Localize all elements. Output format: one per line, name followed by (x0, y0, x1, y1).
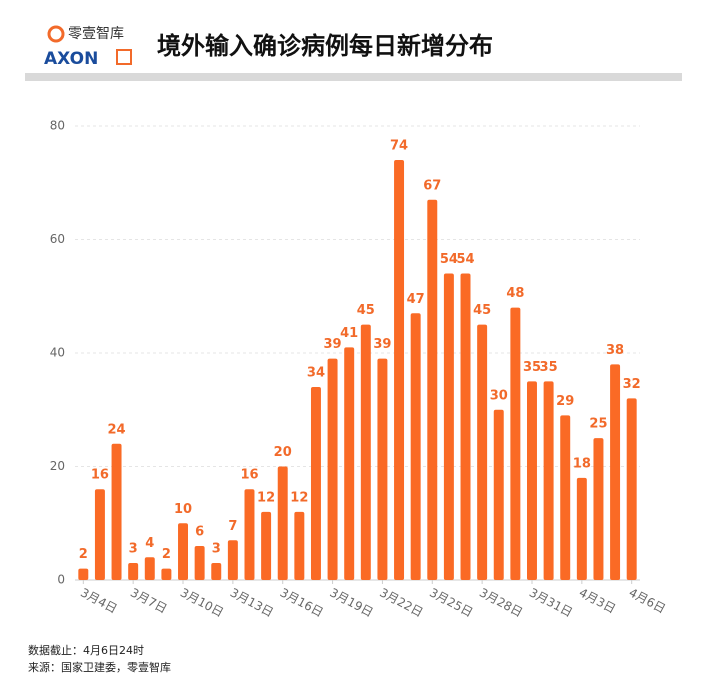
value-label: 7 (228, 519, 237, 534)
value-label: 10 (174, 502, 192, 517)
value-label: 18 (573, 456, 591, 471)
bar (144, 557, 155, 580)
footer-source: 来源：国家卫建委，零壹智库 (28, 660, 171, 674)
bar (560, 415, 571, 580)
bar (294, 511, 305, 580)
value-label: 67 (423, 178, 441, 193)
value-label: 48 (506, 286, 524, 301)
x-tick-label: 3月7日 (128, 585, 169, 616)
value-label: 47 (407, 292, 425, 307)
value-label: 29 (556, 394, 574, 409)
value-label: 2 (162, 547, 171, 562)
value-label: 35 (540, 360, 558, 375)
bar (460, 273, 471, 580)
x-tick-label: 3月25日 (427, 585, 475, 619)
chart-title: 境外输入确诊病例每日新增分布 (157, 32, 493, 60)
value-label: 16 (91, 468, 109, 483)
value-label: 25 (589, 417, 607, 432)
bar (261, 511, 272, 580)
bar (493, 409, 504, 580)
value-label: 12 (290, 490, 308, 505)
bar (94, 489, 105, 580)
value-label: 32 (623, 377, 641, 392)
bar (128, 562, 139, 580)
bar (427, 199, 438, 580)
value-label: 34 (307, 366, 325, 381)
x-tick-label: 3月19日 (328, 585, 376, 619)
bar (527, 381, 537, 580)
bar (211, 562, 222, 580)
value-label: 45 (357, 303, 375, 318)
value-label: 35 (523, 360, 541, 375)
bar (161, 568, 172, 580)
logo-icon (47, 25, 65, 43)
bar (78, 568, 89, 580)
value-label: 39 (324, 337, 342, 352)
bar (194, 545, 205, 580)
y-tick-label: 80 (50, 119, 65, 133)
brand-cn: 零壹智库 (68, 26, 124, 42)
logo-mark (116, 49, 132, 65)
value-label: 41 (340, 326, 358, 341)
y-tick-label: 60 (50, 232, 65, 246)
value-label: 45 (473, 303, 491, 318)
bar (610, 364, 621, 580)
footer-note: 数据截止：4月6日24时 (28, 643, 144, 657)
bar (111, 443, 122, 580)
x-tick-label: 4月3日 (577, 585, 618, 616)
value-label: 39 (373, 337, 391, 352)
y-tick-label: 0 (57, 573, 65, 587)
bar (593, 438, 604, 580)
x-tick-label: 3月10日 (178, 585, 226, 619)
bar (327, 358, 338, 580)
bar (360, 324, 371, 580)
y-tick-label: 40 (50, 346, 65, 360)
bar (178, 523, 188, 580)
value-label: 3 (212, 541, 221, 556)
bar (310, 387, 321, 580)
value-label: 38 (606, 343, 624, 358)
y-tick-label: 20 (50, 459, 65, 473)
x-tick-label: 4月6日 (627, 585, 668, 616)
x-tick-label: 3月4日 (78, 585, 119, 616)
header-rule (25, 73, 682, 81)
bar (443, 273, 454, 580)
bar (227, 540, 238, 580)
bar (344, 347, 355, 580)
x-tick-label: 3月16日 (278, 585, 326, 619)
bar (626, 398, 637, 580)
x-tick-label: 3月28日 (477, 585, 525, 619)
value-label: 2 (79, 547, 88, 562)
value-label: 30 (490, 388, 508, 403)
x-tick-label: 3月31日 (527, 585, 575, 619)
bar (510, 307, 521, 580)
value-label: 74 (390, 139, 408, 154)
value-label: 16 (240, 468, 258, 483)
value-label: 20 (274, 445, 292, 460)
bar (410, 313, 421, 580)
value-label: 54 (440, 252, 458, 267)
value-label: 3 (129, 541, 138, 556)
bar (576, 477, 587, 580)
value-label: 12 (257, 490, 275, 505)
bar (477, 324, 488, 580)
bar (244, 489, 255, 580)
value-label: 6 (195, 524, 204, 539)
bar (543, 381, 554, 580)
x-tick-label: 3月22日 (377, 585, 425, 619)
bar (277, 466, 288, 580)
bar (394, 160, 405, 581)
brand-en: AXON (44, 49, 98, 69)
x-tick-label: 3月13日 (228, 585, 276, 619)
bar (377, 358, 388, 580)
value-label: 4 (145, 536, 154, 551)
value-label: 24 (107, 422, 125, 437)
value-label: 54 (456, 252, 474, 267)
